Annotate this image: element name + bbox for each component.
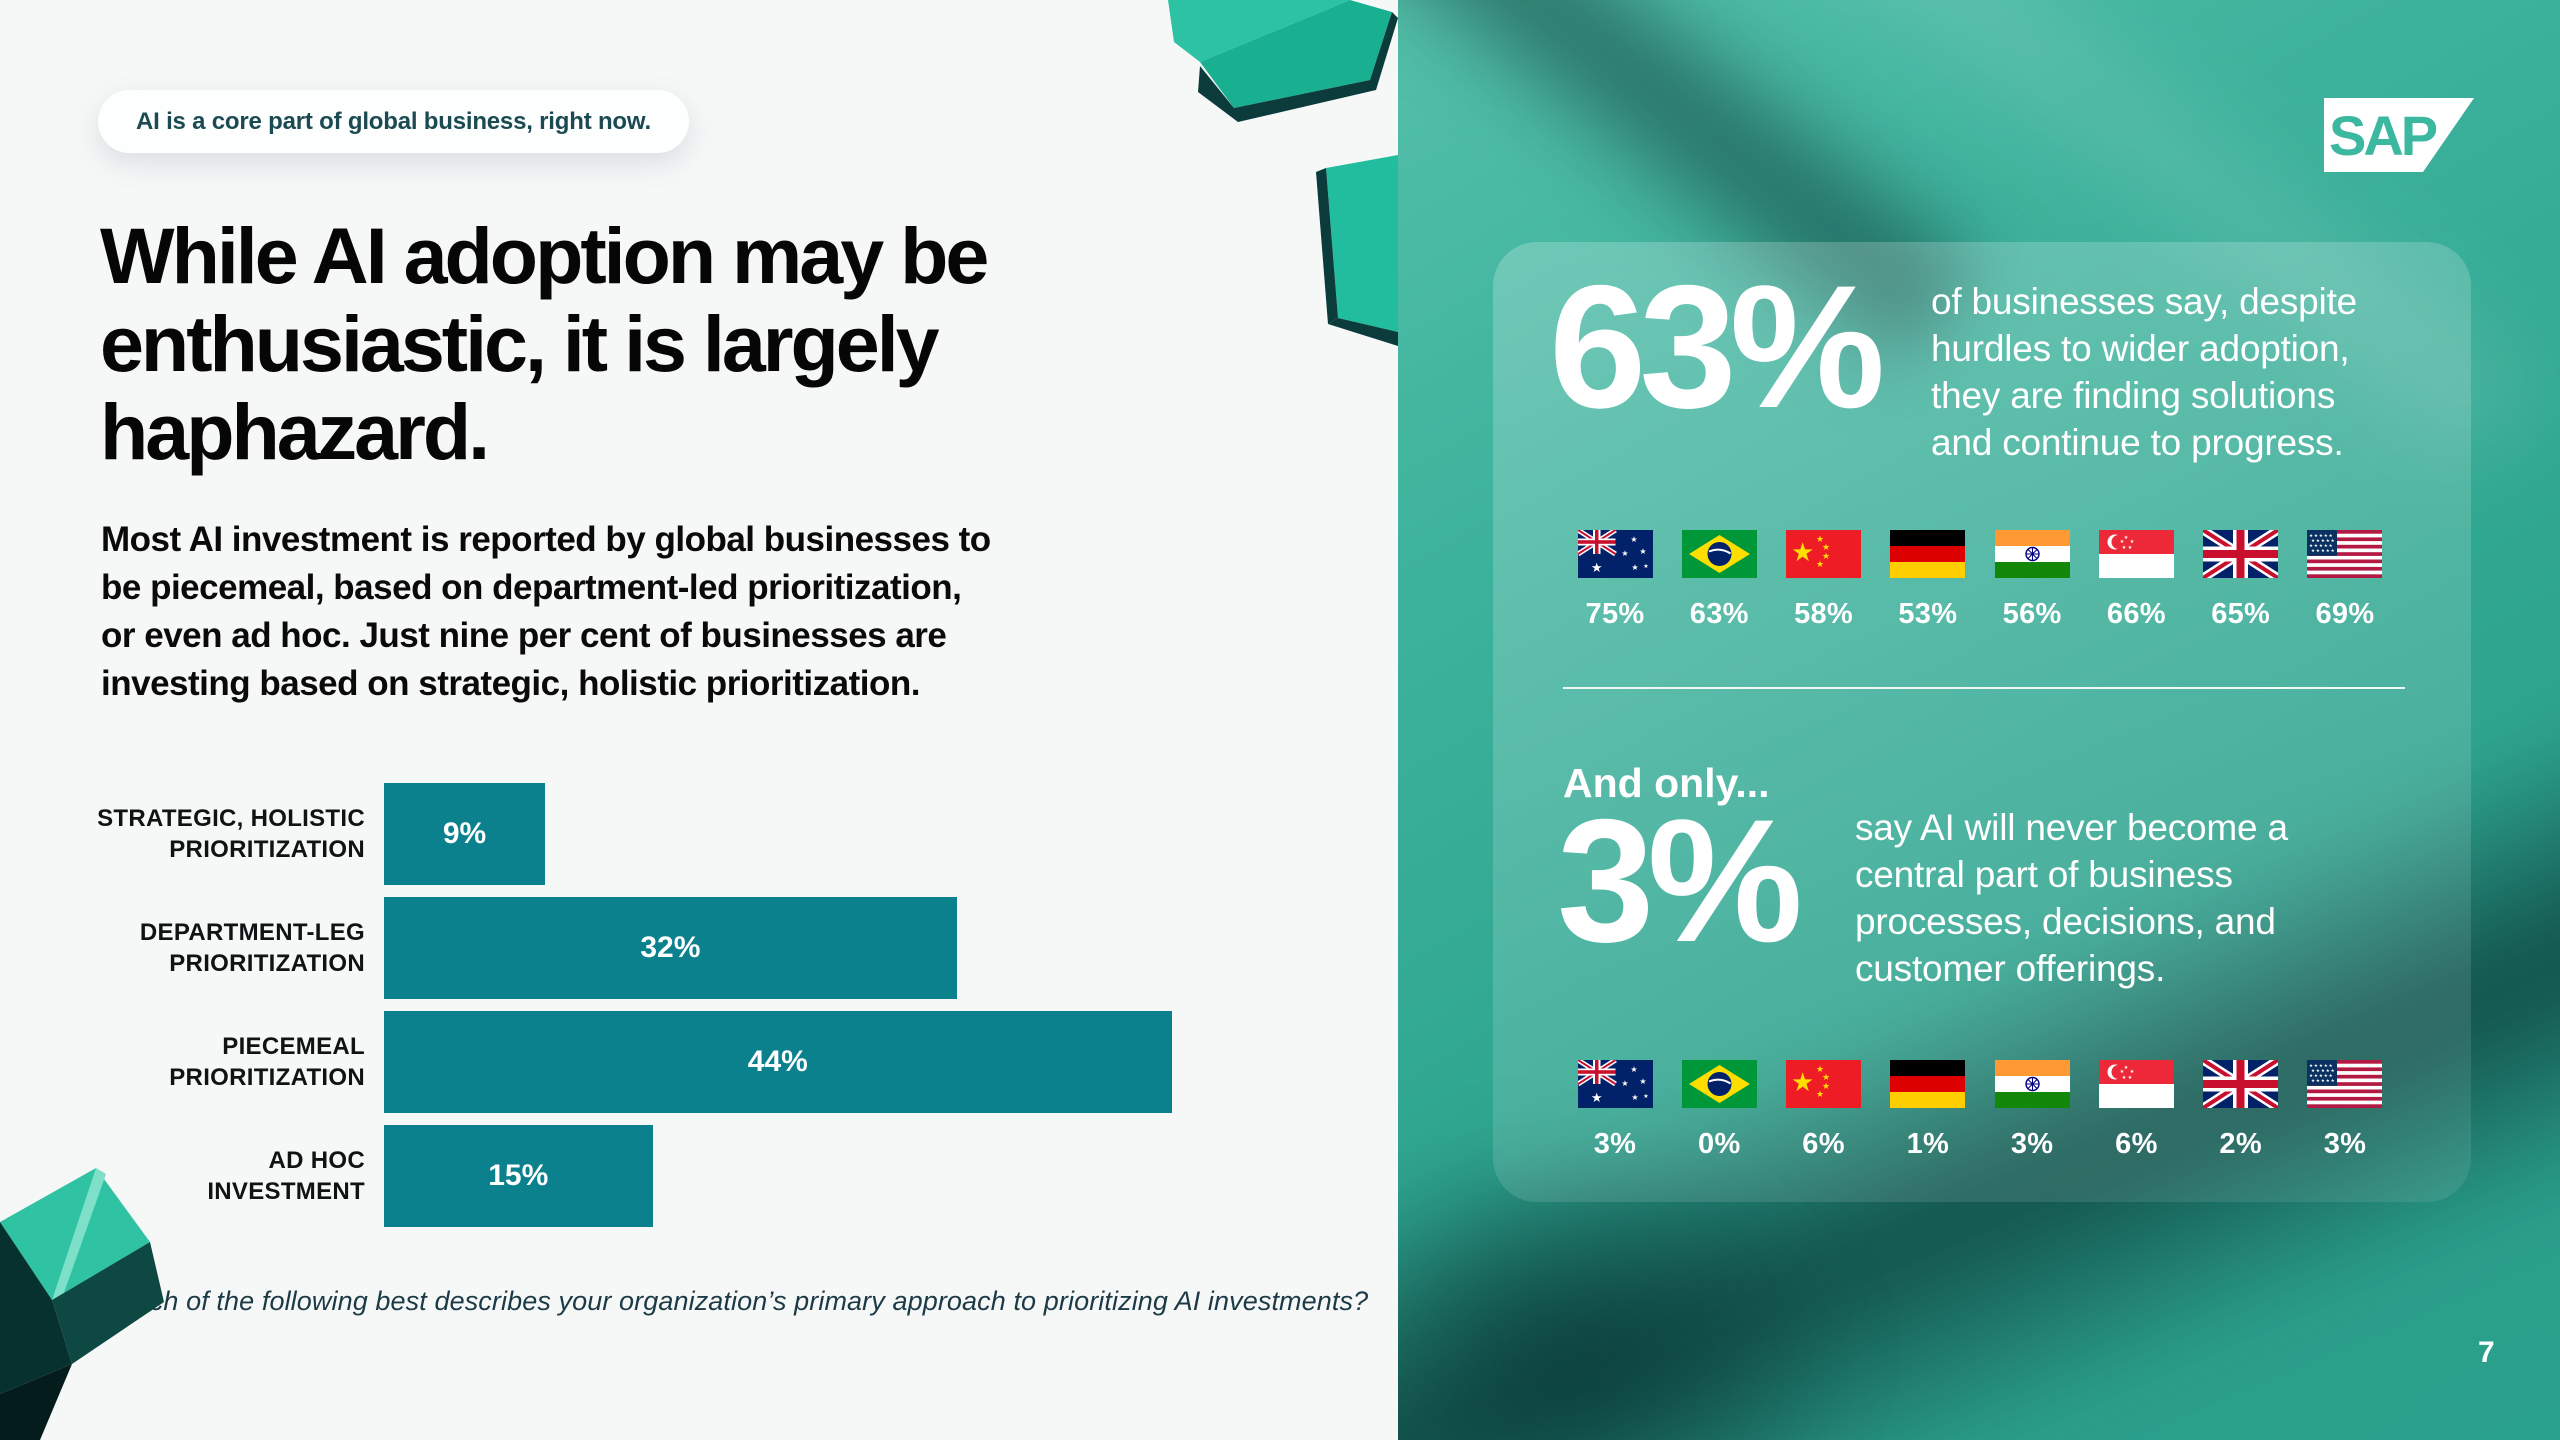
country-stat-germany: 53%	[1890, 530, 1966, 631]
flag-usa-icon	[2307, 1060, 2382, 1108]
flag-brazil-icon	[1682, 530, 1757, 578]
page-title-line: enthusiastic, it is largely	[100, 299, 940, 388]
country-percentage: 2%	[2219, 1128, 2262, 1160]
survey-question-footnote: Which of the following best describes yo…	[103, 1286, 1369, 1316]
right-panel: SAP 63% of businesses say, despite hurdl…	[1398, 0, 2560, 1440]
flag-uk-icon	[2203, 1060, 2278, 1108]
intro-paragraph: Most AI investment is reported by global…	[101, 516, 1181, 708]
dark-streak-decoration	[1398, 1120, 1858, 1440]
country-stat-china: 6%	[1786, 1060, 1862, 1161]
intro-paragraph-line: or even ad hoc. Just nine per cent of bu…	[101, 616, 947, 655]
chart-bar-value: 9%	[442, 817, 487, 850]
page-title-line: While AI adoption may be	[100, 211, 989, 300]
country-percentage: 63%	[1689, 598, 1749, 630]
country-stats-row-never: 3% 0% 6% 1% 3% 6%	[1577, 1060, 2383, 1161]
left-panel: AI is a core part of global business, ri…	[0, 0, 1398, 1440]
flag-uk-icon	[2203, 530, 2278, 578]
country-percentage: 69%	[2315, 598, 2375, 630]
country-stat-usa: 69%	[2307, 530, 2383, 631]
flag-usa-icon	[2307, 530, 2382, 578]
intro-paragraph-line: investing based on strategic, holistic p…	[101, 664, 920, 703]
and-only-label: And only...	[1563, 760, 1770, 806]
chart-row: PIECEMEAL PRIORITIZATION 44%	[103, 1011, 1172, 1113]
country-percentage: 3%	[2323, 1128, 2367, 1160]
country-stat-singapore: 66%	[2098, 530, 2174, 631]
country-stat-singapore: 6%	[2098, 1060, 2174, 1161]
country-percentage: 53%	[1898, 598, 1958, 630]
flag-australia-icon	[1578, 1060, 1653, 1108]
country-percentage: 66%	[2106, 598, 2166, 630]
flag-china-icon	[1786, 1060, 1861, 1108]
country-percentage: 6%	[1802, 1128, 1845, 1160]
country-stat-india: 56%	[1994, 530, 2070, 631]
flag-germany-icon	[1890, 1060, 1965, 1108]
country-percentage: 1%	[1906, 1128, 1950, 1160]
chart-row: AD HOC INVESTMENT 15%	[103, 1125, 1172, 1227]
flag-singapore-icon	[2099, 1060, 2174, 1108]
flag-australia-icon	[1578, 530, 1653, 578]
card-divider	[1563, 687, 2405, 689]
chart-bar: 15%	[384, 1125, 653, 1227]
flag-singapore-icon	[2099, 530, 2174, 578]
kicker-badge-label: AI is a core part of global business, ri…	[136, 107, 651, 135]
chart-bar-value: 32%	[640, 931, 701, 964]
chart-row: DEPARTMENT-LEG PRIORITIZATION 32%	[103, 897, 1172, 999]
country-percentage: 65%	[2211, 598, 2271, 630]
bar-chart: STRATEGIC, HOLISTIC PRIORITIZATION 9% DE…	[97, 783, 1172, 1239]
country-percentage: 56%	[2002, 598, 2062, 630]
page-number: 7	[2478, 1336, 2495, 1369]
page-title: While AI adoption may be enthusiastic, i…	[100, 212, 1250, 476]
stats-card: 63% of businesses say, despite hurdles t…	[1493, 242, 2471, 1202]
stat-63-text: of businesses say, despite hurdles to wi…	[1931, 281, 2358, 463]
country-stat-uk: 2%	[2203, 1060, 2279, 1161]
sap-logo: SAP	[2324, 98, 2474, 172]
country-stat-brazil: 0%	[1681, 1060, 1757, 1161]
country-percentage: 3%	[2010, 1128, 2054, 1160]
chart-category-label: PIECEMEAL PRIORITIZATION	[169, 1033, 365, 1091]
stat-3-text: say AI will never become a central part …	[1855, 807, 2288, 989]
country-stats-row-adoption: 75% 63% 58% 53% 56% 66%	[1577, 530, 2383, 631]
country-stat-germany: 1%	[1890, 1060, 1966, 1161]
intro-paragraph-line: Most AI investment is reported by global…	[101, 520, 991, 559]
country-stat-india: 3%	[1994, 1060, 2070, 1161]
country-stat-australia: 75%	[1577, 530, 1653, 631]
country-stat-uk: 65%	[2203, 530, 2279, 631]
chart-bar: 9%	[384, 783, 546, 885]
country-percentage: 6%	[2115, 1128, 2158, 1160]
flag-india-icon	[1995, 1060, 2070, 1108]
chart-category-label: STRATEGIC, HOLISTIC PRIORITIZATION	[97, 805, 365, 863]
country-stat-china: 58%	[1786, 530, 1862, 631]
country-percentage: 58%	[1794, 598, 1854, 630]
chart-bar: 44%	[384, 1011, 1172, 1113]
svg-text:SAP: SAP	[2329, 104, 2437, 167]
chart-bar: 32%	[384, 897, 957, 999]
country-stat-australia: 3%	[1577, 1060, 1653, 1161]
stat-3-value: 3%	[1557, 784, 1803, 979]
chart-bar-value: 15%	[488, 1159, 549, 1192]
chart-category-label: AD HOC INVESTMENT	[207, 1147, 365, 1205]
flag-germany-icon	[1890, 530, 1965, 578]
intro-paragraph-line: be piecemeal, based on department-led pr…	[101, 568, 962, 607]
flag-china-icon	[1786, 530, 1861, 578]
flag-brazil-icon	[1682, 1060, 1757, 1108]
country-stat-usa: 3%	[2307, 1060, 2383, 1161]
stat-63-value: 63%	[1549, 250, 1885, 445]
country-percentage: 75%	[1585, 598, 1645, 630]
flag-india-icon	[1995, 530, 2070, 578]
chart-category-label: DEPARTMENT-LEG PRIORITIZATION	[139, 919, 365, 977]
chart-row: STRATEGIC, HOLISTIC PRIORITIZATION 9%	[97, 783, 1172, 885]
page-title-line: haphazard.	[100, 387, 490, 476]
country-stat-brazil: 63%	[1681, 530, 1757, 631]
chart-bar-value: 44%	[747, 1045, 808, 1078]
kicker-badge: AI is a core part of global business, ri…	[98, 90, 689, 153]
country-percentage: 0%	[1698, 1128, 1741, 1160]
country-percentage: 3%	[1593, 1128, 1637, 1160]
